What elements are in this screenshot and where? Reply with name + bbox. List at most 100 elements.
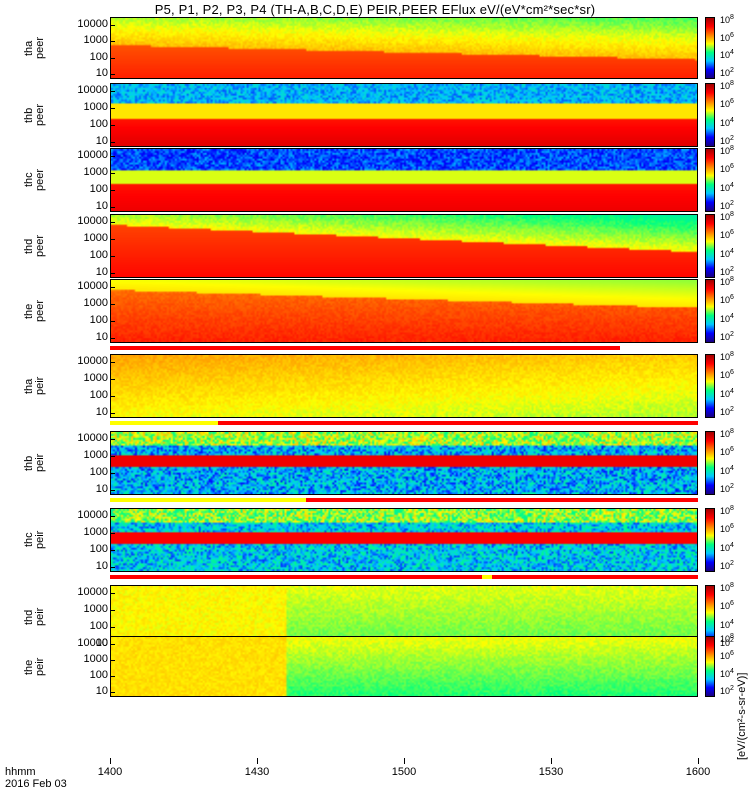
panel-ylabel: tha peir bbox=[23, 366, 54, 406]
colorbar-tick-label: 102 bbox=[720, 636, 734, 648]
y-tick-mark bbox=[110, 456, 115, 458]
spectrogram-heatmap bbox=[110, 279, 698, 343]
y-tick-label: 1000 bbox=[83, 603, 108, 616]
y-tick-label: 100 bbox=[89, 117, 108, 130]
panel-ylabel: thc peir bbox=[23, 520, 54, 560]
panel-ylabel: thc peer bbox=[23, 160, 54, 200]
y-tick-mark bbox=[110, 472, 115, 474]
status-segment bbox=[110, 346, 620, 350]
x-tick-label: 1530 bbox=[538, 766, 564, 778]
status-segment bbox=[110, 421, 218, 425]
y-tick-label: 10 bbox=[95, 482, 108, 495]
colorbar-tick-label: 102 bbox=[720, 482, 734, 494]
y-tick-label: 100 bbox=[89, 465, 108, 478]
y-tick-mark bbox=[110, 412, 115, 414]
colorbar-tick-label: 102 bbox=[720, 134, 734, 146]
y-tick-label: 10000 bbox=[77, 509, 108, 522]
y-tick-label: 10 bbox=[95, 134, 108, 147]
y-tick-mark bbox=[110, 189, 115, 191]
colorbar bbox=[705, 508, 715, 572]
y-tick-mark bbox=[110, 610, 115, 612]
colorbar bbox=[705, 354, 715, 418]
x-axis-header-time: hhmm bbox=[5, 766, 36, 778]
colorbar-tick-label: 104 bbox=[720, 312, 734, 324]
panel-ylabel: thd peer bbox=[23, 226, 54, 266]
colorbar bbox=[705, 83, 715, 147]
colorbar-tick-label: 102 bbox=[720, 685, 734, 697]
colorbar-tick-label: 108 bbox=[720, 505, 734, 516]
spectrogram-heatmap bbox=[110, 83, 698, 147]
y-tick-label: 10000 bbox=[77, 355, 108, 368]
y-tick-mark bbox=[110, 320, 115, 322]
spectrogram-heatmap bbox=[110, 17, 698, 79]
mode-status-bar bbox=[110, 498, 698, 502]
colorbar bbox=[705, 214, 715, 278]
y-tick-mark bbox=[110, 489, 115, 491]
y-tick-mark bbox=[110, 337, 115, 339]
status-segment bbox=[110, 498, 306, 502]
y-tick-label: 10000 bbox=[77, 17, 108, 30]
y-tick-label: 100 bbox=[89, 619, 108, 632]
y-tick-mark bbox=[110, 549, 115, 551]
colorbar-tick-label: 104 bbox=[720, 541, 734, 553]
colorbar-tick-label: 104 bbox=[720, 464, 734, 476]
panel-ylabel: thd peir bbox=[23, 597, 54, 637]
y-tick-label: 100 bbox=[89, 248, 108, 261]
x-tick-mark bbox=[698, 758, 699, 764]
y-tick-mark bbox=[110, 287, 115, 289]
colorbar-tick-label: 104 bbox=[720, 116, 734, 128]
x-tick-mark bbox=[257, 758, 258, 764]
y-tick-mark bbox=[110, 439, 115, 441]
colorbar-tick-label: 106 bbox=[720, 163, 734, 175]
spectrogram-heatmap bbox=[110, 636, 698, 697]
y-tick-label: 1000 bbox=[83, 34, 108, 47]
y-tick-label: 1000 bbox=[83, 526, 108, 539]
y-tick-label: 1000 bbox=[83, 166, 108, 179]
y-tick-label: 10000 bbox=[77, 586, 108, 599]
x-tick-mark bbox=[110, 758, 111, 764]
panel-species-label: peir bbox=[34, 530, 46, 550]
spectrogram-heatmap bbox=[110, 214, 698, 278]
colorbar-tick-label: 104 bbox=[720, 181, 734, 193]
y-tick-mark bbox=[110, 272, 115, 274]
colorbar-tick-label: 108 bbox=[720, 145, 734, 156]
colorbar-tick-label: 106 bbox=[720, 31, 734, 43]
panel-ylabel: thb peer bbox=[23, 95, 54, 135]
colorbar-tick-label: 108 bbox=[720, 351, 734, 362]
y-tick-label: 1000 bbox=[83, 449, 108, 462]
colorbar bbox=[705, 279, 715, 343]
panel-species-label: peir bbox=[34, 607, 46, 627]
y-tick-mark bbox=[110, 692, 115, 694]
y-tick-label: 10 bbox=[95, 636, 108, 649]
y-tick-label: 10000 bbox=[77, 280, 108, 293]
status-segment bbox=[482, 575, 493, 579]
y-tick-mark bbox=[110, 57, 115, 59]
y-tick-mark bbox=[110, 239, 115, 241]
panel-ylabel: the peer bbox=[23, 291, 54, 331]
x-tick-label: 1500 bbox=[391, 766, 417, 778]
y-tick-label: 10 bbox=[95, 199, 108, 212]
y-tick-mark bbox=[110, 659, 115, 661]
panel-ylabel: thb peir bbox=[23, 443, 54, 483]
colorbar-tick-label: 106 bbox=[720, 446, 734, 458]
y-tick-label: 100 bbox=[89, 313, 108, 326]
y-tick-mark bbox=[110, 173, 115, 175]
y-tick-label: 10 bbox=[95, 330, 108, 343]
y-tick-mark bbox=[110, 156, 115, 158]
colorbar-tick-label: 104 bbox=[720, 247, 734, 259]
colorbar-tick-label: 108 bbox=[720, 276, 734, 287]
y-tick-mark bbox=[110, 362, 115, 364]
y-tick-label: 10000 bbox=[77, 149, 108, 162]
y-tick-label: 10000 bbox=[77, 432, 108, 445]
y-tick-mark bbox=[110, 675, 115, 677]
y-tick-mark bbox=[110, 74, 115, 76]
y-tick-label: 10 bbox=[95, 405, 108, 418]
y-tick-label: 10 bbox=[95, 559, 108, 572]
y-tick-label: 100 bbox=[89, 182, 108, 195]
y-tick-mark bbox=[110, 516, 115, 518]
spectrogram-heatmap bbox=[110, 508, 698, 572]
y-tick-label: 10 bbox=[95, 67, 108, 80]
colorbar-tick-label: 108 bbox=[720, 14, 734, 25]
x-tick-label: 1430 bbox=[244, 766, 270, 778]
